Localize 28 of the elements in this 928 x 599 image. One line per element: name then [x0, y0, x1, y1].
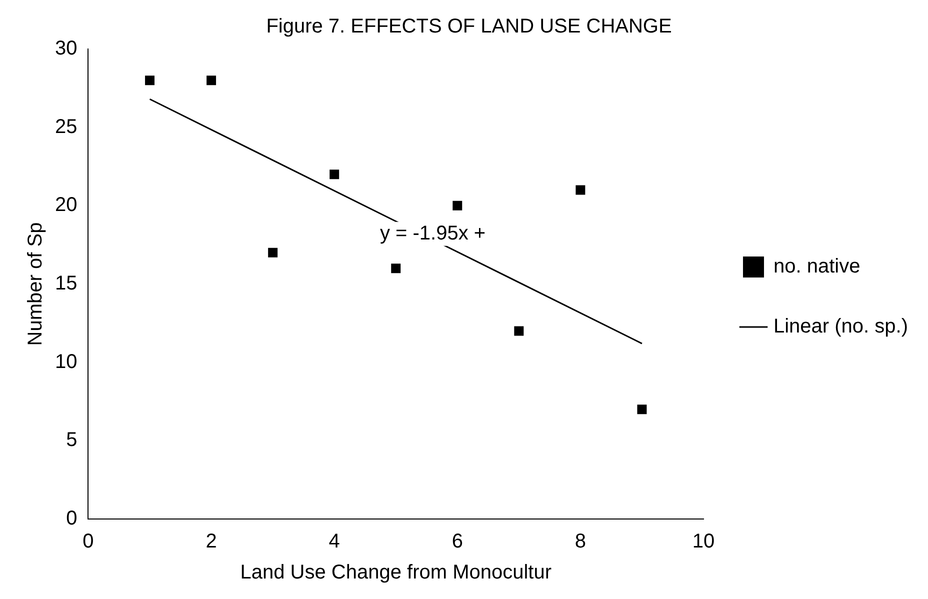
- x-tick-label: 6: [452, 530, 463, 553]
- point: [330, 170, 340, 180]
- x-tick-label: 10: [692, 530, 715, 553]
- chart-title: Figure 7. EFFECTS OF LAND USE CHANGE: [266, 16, 672, 38]
- point: [514, 326, 524, 336]
- point: [268, 248, 278, 258]
- y-axis-title: Number of Sp: [24, 222, 47, 346]
- y-tick-label: 30: [54, 38, 78, 60]
- point: [206, 76, 216, 86]
- x-axis-title: Land Use Change from Monocultur: [240, 562, 552, 584]
- y-tick-label: 5: [66, 429, 78, 452]
- y-tick-label: 25: [54, 116, 78, 138]
- point: [576, 185, 586, 195]
- y-tick-label: 20: [54, 194, 78, 216]
- point: [391, 264, 401, 274]
- x-tick-label: 0: [82, 530, 94, 553]
- legend-label: Linear (no. sp.): [773, 316, 908, 338]
- x-tick-label: 2: [206, 530, 217, 553]
- point: [452, 200, 462, 210]
- x-tick-label: 8: [574, 530, 586, 553]
- y-tick-label: 10: [54, 350, 78, 373]
- legend-label: no. native: [773, 256, 860, 278]
- x-tick-label: 4: [328, 530, 340, 553]
- y-tick-label: 0: [66, 508, 78, 530]
- point: [637, 404, 647, 414]
- annotation: y = -1.95x +: [380, 222, 486, 244]
- y-tick-label: 15: [54, 272, 78, 295]
- point: [145, 76, 155, 86]
